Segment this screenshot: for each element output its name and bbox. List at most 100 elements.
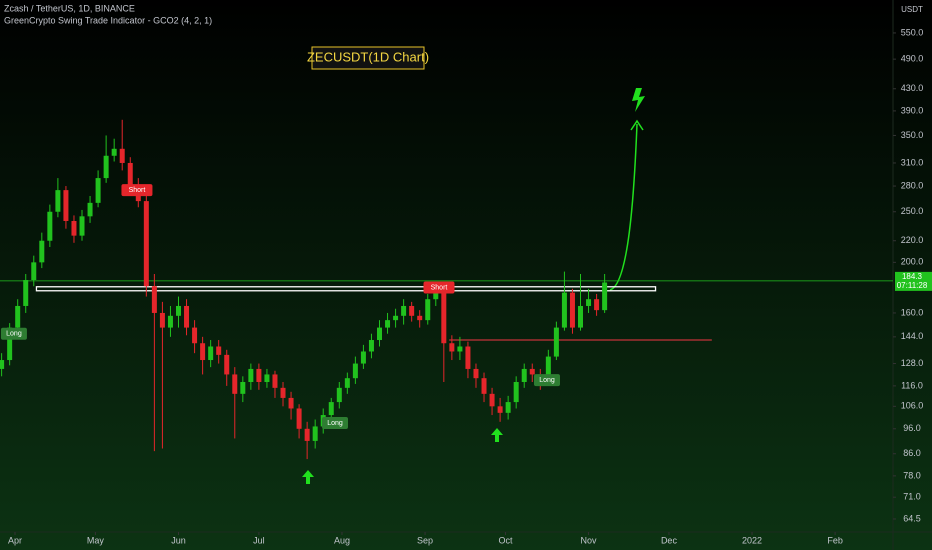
candle-body xyxy=(23,280,29,306)
signal-text: Long xyxy=(327,420,343,427)
candle-body xyxy=(368,340,374,352)
candle-body xyxy=(111,148,117,156)
candle-body xyxy=(192,327,198,344)
candle-body xyxy=(119,148,125,163)
y-tick-label: 128.0 xyxy=(901,358,924,368)
x-tick-label: Aug xyxy=(334,535,350,545)
signal-text: Short xyxy=(431,284,448,291)
last-price-tag xyxy=(895,271,932,291)
y-tick-label: 144.0 xyxy=(901,331,924,341)
candle-body xyxy=(159,312,165,328)
candle-body xyxy=(256,368,262,383)
candle-body xyxy=(55,190,61,212)
x-tick-label: Sep xyxy=(417,535,433,545)
candle-body xyxy=(521,368,527,383)
candle-body xyxy=(103,155,109,179)
candle-body xyxy=(95,178,101,203)
candle-body xyxy=(360,351,366,364)
candle-body xyxy=(586,299,592,306)
candle-body xyxy=(143,201,149,287)
candle-body xyxy=(63,190,69,222)
signal-box xyxy=(322,416,349,429)
candle-body xyxy=(553,327,559,357)
candle-body xyxy=(296,408,302,429)
candle-body xyxy=(71,221,77,236)
y-tick-label: 350.0 xyxy=(901,130,924,140)
candle-body xyxy=(545,356,551,383)
candle-body xyxy=(513,382,519,403)
candle-body xyxy=(465,346,471,369)
candle-body xyxy=(127,162,133,187)
candle-body xyxy=(561,292,567,328)
y-tick-label: 116.0 xyxy=(901,380,923,390)
signal-box xyxy=(423,281,455,294)
candle-body xyxy=(594,299,600,311)
candle-body xyxy=(31,262,37,281)
x-tick-label: 2022 xyxy=(742,535,762,545)
signal-box xyxy=(0,327,27,340)
y-tick-label: 490.0 xyxy=(901,54,924,64)
candle-body xyxy=(0,360,5,369)
candle-body xyxy=(328,402,334,416)
candle-body xyxy=(481,378,487,394)
signal-label: Long xyxy=(534,374,561,387)
candle-body xyxy=(376,327,382,341)
candle-body xyxy=(409,305,415,316)
y-tick-label: 250.0 xyxy=(901,206,924,216)
candle-body xyxy=(417,315,423,321)
candle-body xyxy=(441,288,447,344)
candle-body xyxy=(39,240,45,263)
signal-label: Short xyxy=(423,281,455,294)
up-arrow xyxy=(302,470,314,484)
x-tick-label: Apr xyxy=(8,535,22,545)
lightning-icon xyxy=(632,88,645,112)
x-tick-label: Jul xyxy=(253,535,265,545)
candle-body xyxy=(248,368,254,383)
candle-body xyxy=(240,382,246,394)
candle-body xyxy=(304,428,310,441)
y-unit: USDT xyxy=(901,5,923,14)
x-tick-label: Dec xyxy=(661,535,678,545)
candle-body xyxy=(7,327,13,361)
candle-body xyxy=(151,286,157,313)
candle-body xyxy=(175,305,181,316)
y-tick-label: 280.0 xyxy=(901,180,924,190)
candle-body xyxy=(529,368,535,375)
up-arrow xyxy=(491,428,503,442)
candle-body xyxy=(393,315,399,321)
candle-body xyxy=(344,378,350,388)
indicator-line: GreenCrypto Swing Trade Indicator - GCO2… xyxy=(4,15,212,25)
candle-body xyxy=(167,315,173,328)
y-tick-label: 430.0 xyxy=(901,83,924,93)
signal-box xyxy=(121,184,153,197)
signal-text: Short xyxy=(129,187,146,194)
symbol-line: Zcash / TetherUS, 1D, BINANCE xyxy=(4,3,135,13)
candle-body xyxy=(224,354,230,375)
candle-body xyxy=(312,426,318,441)
candle-body xyxy=(272,374,278,388)
signal-label: Long xyxy=(0,327,27,340)
signal-text: Long xyxy=(539,377,555,384)
candle-body xyxy=(473,368,479,379)
resistance-zone xyxy=(35,286,657,292)
candle-body xyxy=(497,406,503,413)
y-tick-label: 78.0 xyxy=(903,470,921,480)
projection-curve xyxy=(609,123,638,291)
candle-body xyxy=(15,305,21,328)
y-tick-label: 106.0 xyxy=(901,401,924,411)
candle-body xyxy=(87,202,93,217)
signal-label: Long xyxy=(322,416,349,429)
projection-arrow xyxy=(630,119,644,131)
candle-body xyxy=(457,346,463,352)
candle-body xyxy=(505,402,511,413)
y-tick-label: 160.0 xyxy=(901,307,924,317)
candle-body xyxy=(569,292,575,328)
candle-body xyxy=(184,305,190,328)
y-tick-label: 64.5 xyxy=(903,513,921,523)
candle-body xyxy=(200,343,206,361)
candle-body xyxy=(385,320,391,328)
x-tick-label: Oct xyxy=(498,535,513,545)
y-tick-label: 96.0 xyxy=(903,423,921,433)
candle-body xyxy=(602,282,608,311)
candle-body xyxy=(578,305,584,328)
